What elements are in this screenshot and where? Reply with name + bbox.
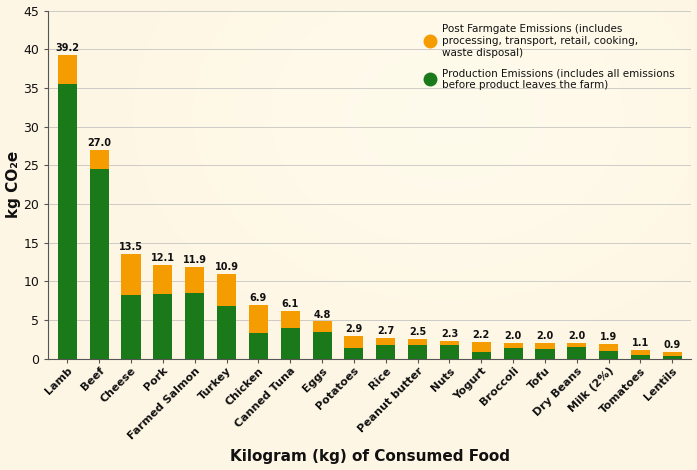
Bar <box>376 345 395 359</box>
Bar <box>58 55 77 84</box>
Bar <box>121 295 141 359</box>
Bar <box>249 333 268 359</box>
Text: 12.1: 12.1 <box>151 253 175 263</box>
Text: 2.0: 2.0 <box>505 331 522 341</box>
Bar <box>440 345 459 359</box>
Text: 2.3: 2.3 <box>441 329 458 339</box>
Bar <box>121 254 141 295</box>
Bar <box>472 352 491 359</box>
Text: 27.0: 27.0 <box>87 138 112 148</box>
Text: 1.9: 1.9 <box>600 332 618 342</box>
Bar <box>631 355 650 359</box>
Bar <box>249 305 268 333</box>
Bar <box>153 294 172 359</box>
Bar <box>503 343 523 348</box>
Bar <box>344 336 363 348</box>
Bar <box>472 342 491 352</box>
Bar <box>567 343 586 347</box>
Bar <box>503 348 523 359</box>
Bar <box>376 338 395 345</box>
Bar <box>153 265 172 294</box>
Text: 6.9: 6.9 <box>250 293 267 303</box>
Bar <box>185 266 204 293</box>
Bar <box>344 348 363 359</box>
Text: 2.0: 2.0 <box>537 331 553 341</box>
Text: 4.8: 4.8 <box>314 310 331 320</box>
Bar <box>281 328 300 359</box>
Bar <box>217 274 236 306</box>
Text: 2.0: 2.0 <box>568 331 585 341</box>
Bar <box>535 349 555 359</box>
Text: 2.7: 2.7 <box>377 326 395 336</box>
Text: 10.9: 10.9 <box>215 262 238 272</box>
Bar <box>631 350 650 355</box>
Bar <box>312 331 332 359</box>
Bar <box>663 355 682 359</box>
Text: 2.5: 2.5 <box>409 327 427 337</box>
X-axis label: Kilogram (kg) of Consumed Food: Kilogram (kg) of Consumed Food <box>230 449 510 464</box>
Bar <box>90 169 109 359</box>
Legend: Post Farmgate Emissions (includes
processing, transport, retail, cooking,
waste : Post Farmgate Emissions (includes proces… <box>419 19 680 95</box>
Text: 2.2: 2.2 <box>473 329 490 340</box>
Bar <box>90 150 109 169</box>
Bar <box>663 352 682 355</box>
Bar <box>408 345 427 359</box>
Bar <box>535 343 555 349</box>
Text: 11.9: 11.9 <box>183 255 207 265</box>
Bar <box>567 347 586 359</box>
Text: 39.2: 39.2 <box>55 44 79 54</box>
Text: 1.1: 1.1 <box>632 338 649 348</box>
Bar <box>58 84 77 359</box>
Text: 6.1: 6.1 <box>282 299 299 309</box>
Bar <box>599 351 618 359</box>
Bar <box>185 293 204 359</box>
Text: 0.9: 0.9 <box>664 340 681 350</box>
Text: 2.9: 2.9 <box>345 324 362 334</box>
Bar <box>312 321 332 331</box>
Bar <box>599 344 618 351</box>
Bar <box>281 312 300 328</box>
Y-axis label: kg CO₂e: kg CO₂e <box>6 151 20 218</box>
Bar <box>440 341 459 345</box>
Bar <box>408 339 427 345</box>
Text: 13.5: 13.5 <box>119 242 143 252</box>
Bar <box>217 306 236 359</box>
